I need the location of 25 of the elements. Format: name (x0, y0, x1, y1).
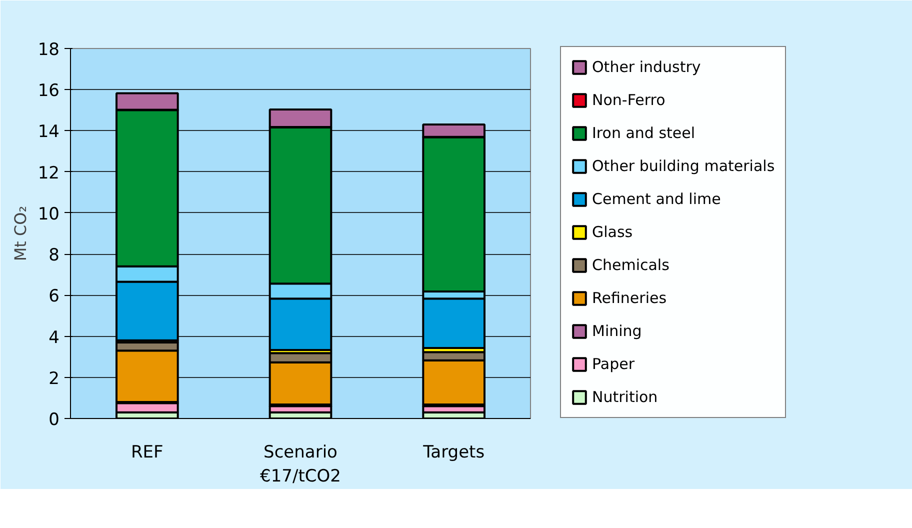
y-tick-label: 8 (48, 246, 60, 266)
x-tick-label: Targets (422, 442, 485, 462)
y-tick-label: 16 (38, 81, 60, 102)
y-tick-label: 12 (38, 163, 60, 184)
y-tick-label: 10 (38, 204, 60, 224)
y-tick-label: 14 (38, 122, 60, 142)
y-tick-label: 2 (48, 368, 60, 389)
legend-label: Non-Ferro (592, 90, 666, 110)
legend-label: Nutrition (592, 387, 658, 407)
legend-label: Cement and lime (592, 189, 721, 209)
x-tick-label: Scenario €17/tCO2 (260, 442, 341, 486)
legend-label: Mining (592, 321, 642, 341)
y-tick-label: 4 (48, 328, 60, 348)
y-axis-title: Mt CO₂ (10, 206, 30, 262)
legend-label: Paper (592, 354, 634, 374)
x-tick-label: REF (131, 442, 164, 462)
y-tick-label: 0 (48, 410, 60, 430)
legend-label: Glass (592, 222, 633, 242)
legend-label: Refineries (592, 288, 667, 308)
y-tick-label: 6 (48, 286, 60, 307)
legend-label: Iron and steel (592, 123, 696, 143)
y-tick-label: 18 (38, 40, 60, 60)
legend-label: Chemicals (592, 255, 670, 275)
legend-label: Other building materials (592, 156, 775, 176)
legend-label: Other industry (592, 57, 701, 77)
